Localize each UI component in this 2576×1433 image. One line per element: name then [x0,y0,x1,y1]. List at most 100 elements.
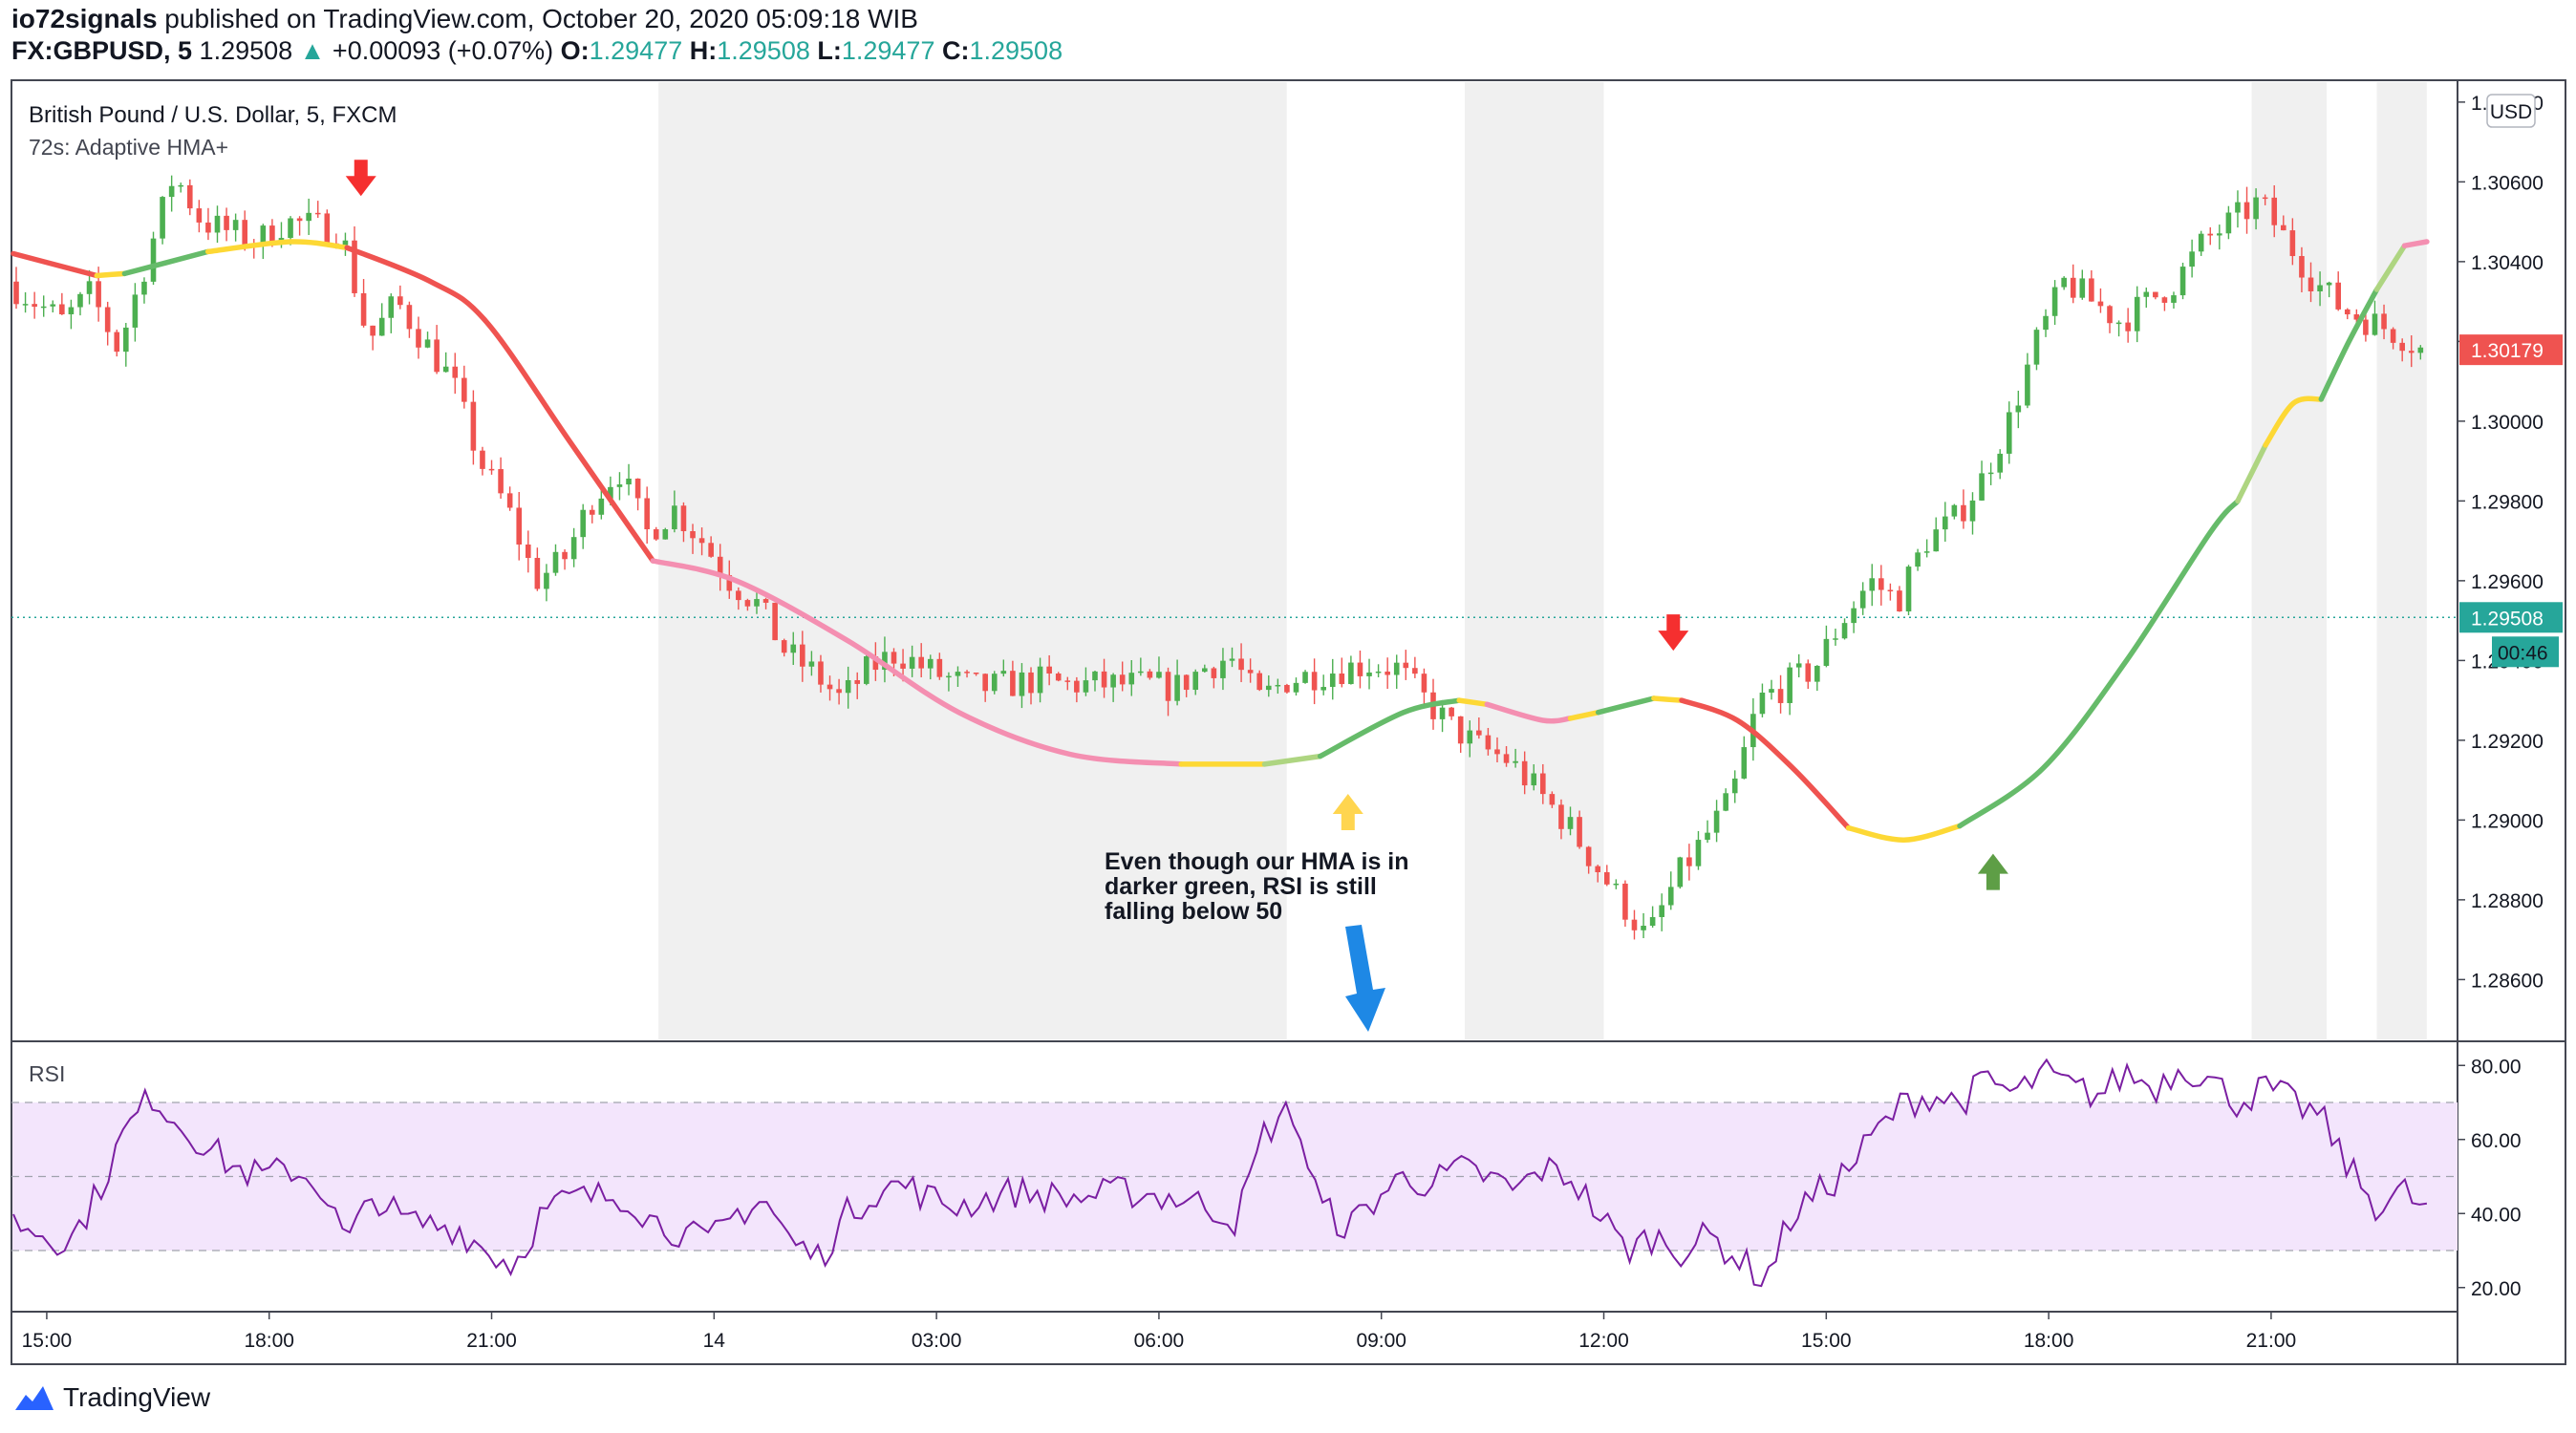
candle-body [1759,692,1766,715]
candle-body [1549,794,1556,805]
candle-body [2161,297,2168,303]
candle-body [1293,682,1299,693]
candle-body [662,529,669,540]
price-tick-label: 1.29800 [2471,491,2544,513]
candle-body [1037,666,1043,694]
candle-body [1119,674,1126,685]
candle-body [1585,846,1592,866]
candle-body [462,377,467,402]
candle-body [1074,680,1080,693]
candle-body [1449,707,1454,716]
candle-body [360,292,367,326]
candle-body [1439,707,1446,719]
currency-button[interactable]: USD [2486,94,2536,128]
time-axis[interactable]: 15:00 18:00 21:00 14 03:00 06:00 09:00 12:00 15:… [22,1312,2297,1352]
rsi-line[interactable] [12,1058,2428,1288]
candle-body [1238,658,1244,671]
candle-body [1915,552,1921,567]
signal-arrow-up-icon [1977,853,2008,890]
time-tick-label: 18:00 [2024,1330,2074,1352]
candle-body [2335,282,2342,310]
time-tick-label: 15:00 [22,1330,73,1352]
candle-body [1695,840,1702,866]
chart-area[interactable]: 1.308001.306001.304001.302001.300001.298… [0,0,2576,1376]
rsi-axis[interactable]: 80.00 60.00 40.00 20.00 [2458,1056,2522,1300]
candle-body [1869,578,1876,591]
candle-body [800,644,805,667]
candle-body [955,672,961,676]
current-price-badge [2459,602,2563,633]
currency-button-frame [2486,94,2536,128]
candle-body [132,294,139,328]
candle-body [964,672,970,674]
session-shade [658,82,1287,1039]
candle-body [288,218,293,239]
candle-body [854,679,861,684]
low-value: 1.29477 [841,36,935,65]
candle-body [2280,225,2286,231]
candle-body [22,304,29,306]
candle-body [562,551,568,560]
candle-body [2089,278,2094,302]
candle-body [1083,680,1089,693]
tradingview-brand[interactable]: TradingView [13,1382,210,1413]
indicator-name: 72s: Adaptive HMA+ [29,135,228,160]
candle-body [909,656,915,669]
candle-body [570,537,577,560]
hma-line[interactable] [11,239,2430,843]
time-tick-label: 09:00 [1356,1330,1406,1352]
session-shade [2376,82,2427,1039]
time-tick-label: 21:00 [2246,1330,2297,1352]
candle-body [772,602,778,641]
candle-body [314,212,321,215]
change-up-icon: ▲ [299,36,326,65]
candle-body [2043,315,2049,331]
candle-body [434,339,440,373]
hma-segment [11,250,100,279]
candle-body [1403,662,1409,669]
candle-body [1064,680,1071,682]
candle-body [2070,277,2076,298]
candle-body [616,484,623,487]
candle-body [59,304,65,314]
candle-body [1055,673,1062,681]
candle-body [342,240,349,246]
candle-body [2417,347,2424,353]
candle-body [1348,662,1354,685]
candle-body [534,557,541,589]
currency-label: USD [2490,101,2532,123]
candle-body [2143,291,2150,297]
candle-body [1000,671,1007,674]
candle-body [306,212,311,222]
candle-body [378,317,385,336]
candle-body [352,240,357,293]
candle-body [232,220,239,230]
candle-body [790,644,797,653]
price-axis[interactable]: 1.308001.306001.304001.302001.300001.298… [2458,93,2544,993]
candle-body [736,590,741,601]
candle-body [1311,672,1318,691]
last-price: 1.29508 [199,36,293,65]
candle-body [1156,672,1162,678]
hma-segment [1595,695,1657,716]
candle-body [1942,516,1948,530]
candle-body [160,197,165,239]
candle-body [1220,660,1226,678]
candle-body [680,505,687,531]
candle-body [626,478,632,485]
candle-body [1211,668,1217,678]
price-labels: 1.30179 1.29508 00:46 [2459,334,2563,668]
candle-body [1028,672,1034,694]
candle-body [1677,857,1684,888]
symbol-label: FX:GBPUSD, 5 [11,36,193,65]
candle-body [918,656,925,669]
hma-segment [1651,695,1685,703]
rsi-tick-label: 40.00 [2471,1204,2522,1226]
candle-body [1823,638,1830,666]
publisher-name[interactable]: io72signals [11,4,158,33]
candle-body [589,509,595,515]
candle-body [1769,689,1774,693]
candle-body [708,543,714,557]
candle-body [525,544,531,558]
candle-body [196,208,203,223]
